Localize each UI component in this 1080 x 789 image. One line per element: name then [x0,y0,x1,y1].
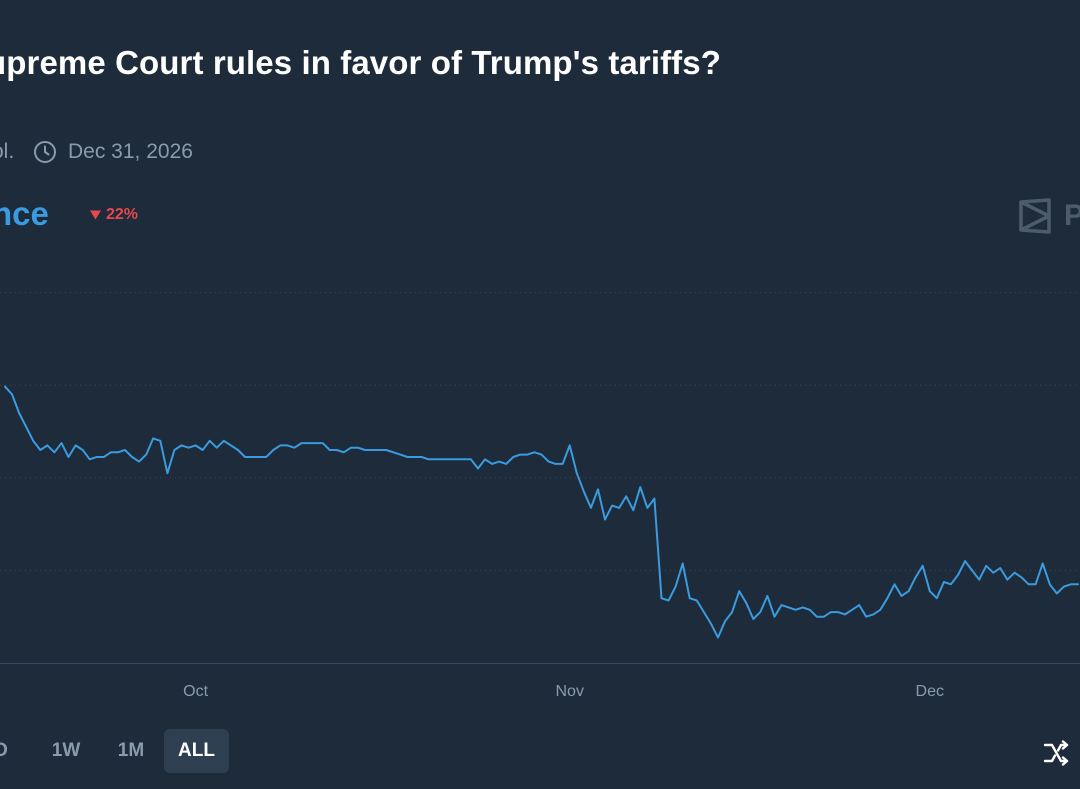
end-date: Dec 31, 2026 [68,140,193,163]
watermark: P [1018,198,1080,234]
watermark-text: P [1064,199,1080,232]
series-line-1 [4,385,1079,639]
volume-label: ol. [0,140,15,163]
shuffle-icon[interactable] [1042,739,1070,767]
triangle-down-icon [90,210,101,220]
range-button-1w[interactable]: 1W [51,740,81,761]
polymarket-logo-icon [1019,198,1051,234]
x-tick-label-dec: Dec [916,683,944,700]
clock-icon [34,141,56,163]
change-value: 22% [106,206,139,223]
outcome-label: nce [0,195,49,232]
range-button-d[interactable]: D [0,740,8,761]
x-tick-label-oct: Oct [183,683,208,700]
market-title: upreme Court rules in favor of Trump's t… [0,44,721,81]
range-button-1m[interactable]: 1M [117,740,145,761]
x-tick-label-nov: Nov [556,683,584,700]
range-button-all[interactable]: ALL [164,729,229,773]
change-badge: 22% [89,206,138,224]
